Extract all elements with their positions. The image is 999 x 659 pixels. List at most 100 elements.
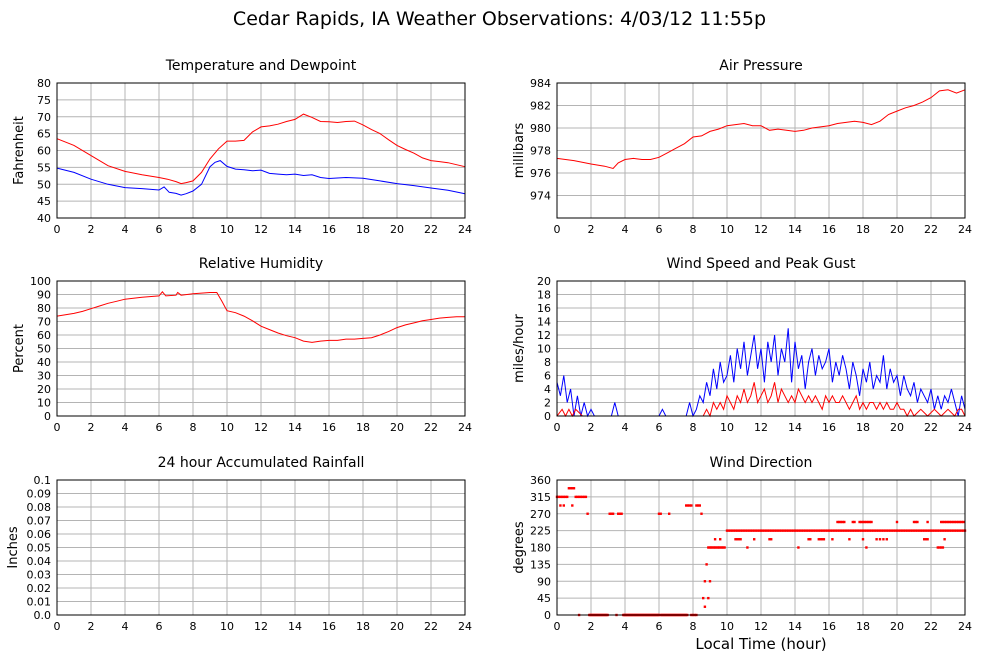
x-tick-label: 2 <box>88 421 95 434</box>
direction-point <box>958 520 962 524</box>
x-tick-label: 4 <box>622 421 629 434</box>
x-tick-label: 16 <box>822 620 836 633</box>
y-tick-label: 14 <box>537 316 551 329</box>
direction-point <box>948 529 951 532</box>
direction-point <box>904 529 907 532</box>
direction-point <box>729 529 732 532</box>
direction-point <box>943 529 946 532</box>
direction-point <box>734 529 737 532</box>
y-tick-label: 100 <box>30 275 51 288</box>
x-tick-label: 8 <box>190 421 197 434</box>
direction-point <box>562 504 565 507</box>
direction-point <box>885 529 888 532</box>
direction-point <box>962 529 965 532</box>
x-tick-label: 14 <box>788 620 802 633</box>
direction-point <box>611 512 615 515</box>
x-tick-label: 14 <box>288 421 302 434</box>
direction-point <box>788 529 792 532</box>
x-tick-label: 4 <box>122 620 129 633</box>
direction-point <box>571 504 574 507</box>
direction-point <box>911 529 914 532</box>
x-tick-label: 18 <box>856 421 870 434</box>
direction-point <box>564 495 567 499</box>
y-axis-label: degrees <box>512 521 527 574</box>
x-tick-label: 4 <box>622 223 629 236</box>
plot-frame <box>556 479 966 616</box>
direction-point <box>756 529 759 532</box>
x-tick-label: 4 <box>622 620 629 633</box>
y-tick-label: 16 <box>537 302 551 315</box>
direction-point <box>695 504 698 507</box>
direction-point <box>705 563 708 566</box>
x-tick-label: 12 <box>754 620 768 633</box>
y-tick-label: 0.1 <box>34 474 52 487</box>
y-tick-label: 982 <box>530 100 551 113</box>
direction-point <box>734 538 737 541</box>
y-tick-label: 45 <box>537 592 551 605</box>
direction-point <box>809 538 812 541</box>
direction-point <box>741 529 744 532</box>
direction-point <box>931 529 934 532</box>
direction-point <box>749 529 752 532</box>
direction-point <box>841 529 844 532</box>
direction-point <box>912 520 916 524</box>
plot-frame <box>56 280 466 417</box>
direction-point <box>951 529 955 532</box>
y-tick-label: 40 <box>37 212 51 225</box>
direction-point <box>751 529 754 532</box>
direction-point <box>764 529 768 532</box>
y-tick-label: 30 <box>37 370 51 383</box>
wind-direction-chart: 0 2 4 6 8 10 12 14 16 18 20 22 240459013518022527031… <box>512 455 972 633</box>
series-line <box>556 328 966 418</box>
direction-point <box>882 538 885 541</box>
direction-point <box>895 529 899 532</box>
page-title: Cedar Rapids, IA Weather Observations: 4… <box>232 8 767 30</box>
direction-point <box>962 520 965 524</box>
direction-point <box>583 495 586 499</box>
direction-point <box>855 529 858 532</box>
x-tick-label: 6 <box>656 223 663 236</box>
direction-point <box>863 520 866 524</box>
y-tick-label: 20 <box>37 383 51 396</box>
direction-point <box>843 529 846 532</box>
direction-point <box>831 529 834 532</box>
y-tick-label: 225 <box>530 525 551 538</box>
x-tick-label: 22 <box>924 421 938 434</box>
x-tick-label: 12 <box>254 620 268 633</box>
direction-point <box>878 529 882 532</box>
series-line <box>56 113 466 185</box>
direction-point <box>776 529 780 532</box>
direction-point <box>890 529 894 532</box>
direction-point <box>686 504 690 507</box>
direction-point <box>951 520 955 524</box>
x-tick-label: 20 <box>390 223 404 236</box>
y-tick-label: 0.04 <box>27 555 52 568</box>
direction-point <box>657 512 661 515</box>
y-tick-label: 4 <box>544 383 551 396</box>
x-tick-label: 0 <box>554 620 561 633</box>
direction-point <box>659 512 662 515</box>
air-pressure-chart: 0 2 4 6 8 10 12 14 16 18 20 22 24974976978980982984A… <box>512 58 972 236</box>
direction-point <box>754 529 758 532</box>
x-tick-label: 22 <box>424 223 438 236</box>
direction-point <box>809 529 812 532</box>
y-tick-label: 75 <box>37 94 51 107</box>
direction-point <box>955 520 958 524</box>
direction-point <box>873 529 877 532</box>
direction-point <box>812 529 815 532</box>
direction-point <box>897 529 900 532</box>
direction-point <box>709 546 713 549</box>
direction-point <box>894 529 897 532</box>
direction-point <box>924 538 928 541</box>
direction-point <box>834 529 837 532</box>
y-tick-label: 980 <box>530 122 551 135</box>
direction-point <box>941 520 945 524</box>
direction-point <box>822 529 826 532</box>
direction-point <box>953 520 956 524</box>
direction-point <box>858 520 861 524</box>
direction-point <box>957 529 960 532</box>
direction-point <box>712 546 715 549</box>
x-tick-label: 24 <box>958 620 972 633</box>
direction-point <box>785 529 788 532</box>
direction-point <box>899 529 902 532</box>
